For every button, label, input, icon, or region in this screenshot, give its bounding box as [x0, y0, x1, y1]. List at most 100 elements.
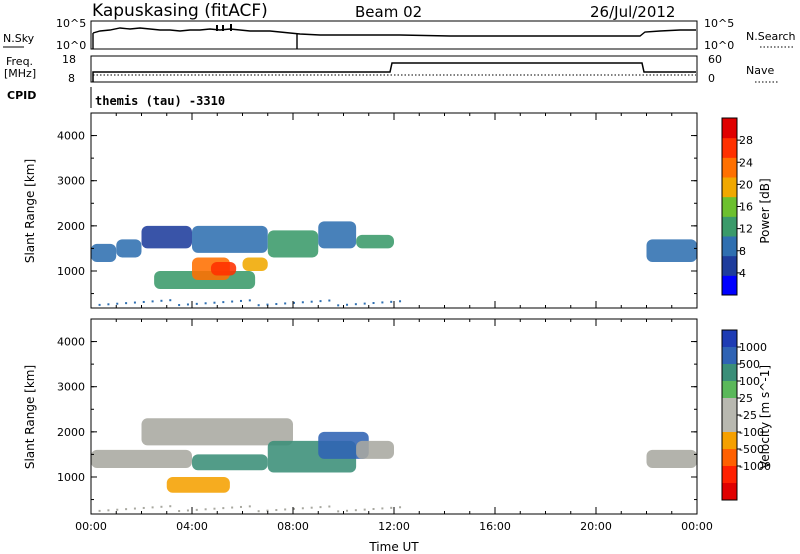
station-title: Kapuskasing (fitACF) [92, 1, 268, 21]
nave-label: Nave [746, 64, 774, 77]
echo-speckle [310, 300, 313, 303]
echo-region [318, 221, 357, 249]
x-tick-label: 00:00 [681, 520, 713, 533]
echo-speckle [125, 302, 128, 305]
echo-speckle [160, 299, 163, 302]
echo-region [192, 225, 268, 253]
echo-region [116, 239, 142, 258]
freq-ybottom: 8 [68, 72, 75, 85]
velocity-echoes [91, 418, 697, 513]
echo-speckle [107, 509, 110, 512]
echo-speckle [399, 300, 402, 303]
echo-speckle [186, 303, 189, 306]
echo-speckle [178, 510, 181, 513]
x-tick-label: 12:00 [378, 520, 410, 533]
freq-panel: Freq. [MHz] 18 8 60 0 Nave [4, 53, 778, 85]
date-title: 26/Jul/2012 [590, 3, 675, 21]
echo-speckle [231, 300, 234, 303]
echo-speckle [372, 302, 375, 305]
echo-speckle [142, 506, 145, 509]
echo-region [91, 449, 192, 468]
echo-speckle [354, 303, 357, 306]
colorbar-tick-label: 100 [739, 375, 760, 388]
echo-speckle [328, 505, 331, 508]
power-panel: 1000 2000 3000 4000 Slant Range [km] [23, 112, 698, 309]
nsky-ytop: 10^5 [56, 17, 86, 30]
echo-speckle [390, 300, 393, 303]
freq-label-1: Freq. [6, 55, 33, 68]
echo-speckle [98, 509, 101, 512]
echo-speckle [363, 508, 366, 511]
colorbar-tick-label: 16 [739, 201, 753, 214]
colorbar-swatch [722, 432, 737, 450]
echo-speckle [275, 509, 278, 512]
echo-speckle [301, 507, 304, 510]
colorbar-swatch [722, 177, 737, 198]
colorbar-tick-label: -100 [739, 426, 764, 439]
x-tick-label: 08:00 [277, 520, 309, 533]
echo-speckle [346, 303, 349, 306]
y-tick-label: 1000 [57, 471, 85, 484]
colorbar-tick-label: -500 [739, 443, 764, 456]
y-tick-label: 3000 [57, 381, 85, 394]
echo-region [91, 243, 117, 262]
colorbar-swatch [722, 398, 737, 416]
velocity-colorbar-label: Velocity [m s^-1] [758, 365, 772, 469]
velocity-colorbar: 1000 500 100 25 -25 -100 -500 -1000 Velocity [m… [721, 329, 772, 501]
echo-speckle [125, 508, 128, 511]
y-tick-label: 1000 [57, 265, 85, 278]
echo-speckle [151, 506, 154, 509]
echo-speckle [142, 300, 145, 303]
echo-speckle [284, 508, 287, 511]
echo-speckle [257, 304, 260, 307]
x-tick-label: 16:00 [479, 520, 511, 533]
y-tick-label: 2000 [57, 220, 85, 233]
echo-speckle [319, 300, 322, 303]
echo-speckle [363, 302, 366, 305]
velocity-panel: 1000 2000 3000 4000 00:00 04:00 08:00 12:00 16:… [23, 318, 713, 554]
colorbar-tick-label: 25 [739, 392, 753, 405]
colorbar-swatch [722, 255, 737, 276]
echo-speckle [354, 509, 357, 512]
echo-speckle [293, 301, 295, 304]
echo-speckle [319, 506, 322, 509]
echo-speckle [266, 303, 269, 306]
freq-trace [92, 62, 696, 82]
y-tick-label: 4000 [57, 130, 85, 143]
cpid-program: themis (tau) -3310 [95, 94, 225, 108]
power-colorbar-label: Power [dB] [758, 178, 772, 243]
x-tick-label: 04:00 [176, 520, 208, 533]
echo-speckle [231, 506, 234, 509]
cpid-label: CPID [7, 89, 36, 102]
echo-speckle [248, 505, 251, 508]
colorbar-swatch [722, 415, 737, 433]
echo-speckle [213, 301, 216, 304]
echo-region [242, 257, 268, 271]
echo-region [192, 454, 268, 471]
colorbar-swatch [722, 330, 737, 348]
nave-ytop: 60 [708, 53, 722, 66]
echo-speckle [328, 299, 331, 302]
echo-speckle [178, 304, 181, 307]
echo-speckle [293, 507, 295, 510]
echo-speckle [213, 507, 216, 510]
nsky-label: N.Sky [3, 32, 35, 45]
echo-speckle [346, 509, 349, 512]
x-tick-label: 00:00 [75, 520, 107, 533]
colorbar-tick-label: 1000 [739, 341, 767, 354]
echo-speckle [399, 506, 402, 509]
echo-speckle [204, 302, 207, 305]
echo-speckle [248, 299, 251, 302]
colorbar-swatch [722, 381, 737, 399]
echo-region [267, 230, 319, 258]
colorbar-swatch [722, 347, 737, 365]
echo-region [166, 476, 230, 493]
echo-speckle [195, 302, 198, 305]
echo-speckle [372, 508, 375, 511]
nsky-ybottom: 10^0 [56, 39, 86, 52]
colorbar-swatch [722, 466, 737, 484]
beam-title: Beam 02 [355, 3, 422, 21]
echo-speckle [301, 301, 304, 304]
colorbar-tick-label: 20 [739, 178, 753, 191]
